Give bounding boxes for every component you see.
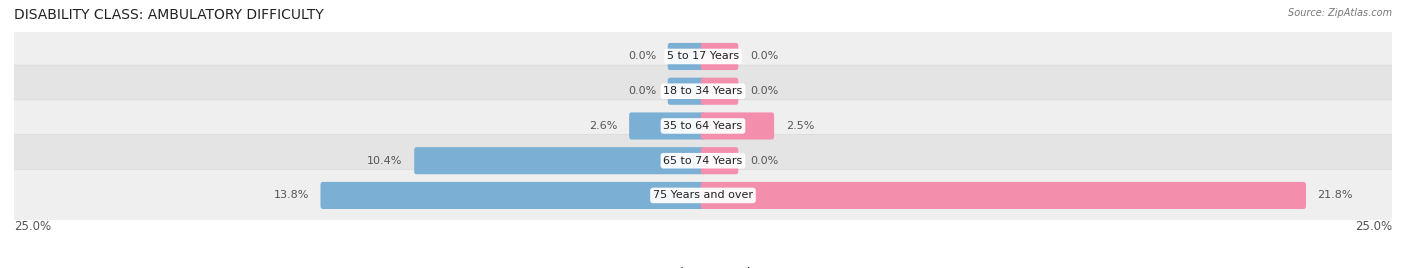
FancyBboxPatch shape [6,135,1400,187]
Text: 2.6%: 2.6% [589,121,617,131]
Text: 10.4%: 10.4% [367,156,402,166]
Text: 65 to 74 Years: 65 to 74 Years [664,156,742,166]
Text: 25.0%: 25.0% [1355,220,1392,233]
FancyBboxPatch shape [6,65,1400,117]
Text: 13.8%: 13.8% [274,191,309,200]
FancyBboxPatch shape [700,112,775,140]
Text: 0.0%: 0.0% [749,86,778,96]
FancyBboxPatch shape [700,78,738,105]
FancyBboxPatch shape [668,43,706,70]
Text: 35 to 64 Years: 35 to 64 Years [664,121,742,131]
Text: 21.8%: 21.8% [1317,191,1353,200]
Text: 0.0%: 0.0% [749,51,778,61]
FancyBboxPatch shape [6,100,1400,152]
Legend: Male, Female: Male, Female [643,263,763,268]
Text: 0.0%: 0.0% [628,86,657,96]
Text: 5 to 17 Years: 5 to 17 Years [666,51,740,61]
Text: 2.5%: 2.5% [786,121,814,131]
FancyBboxPatch shape [321,182,706,209]
Text: Source: ZipAtlas.com: Source: ZipAtlas.com [1288,8,1392,18]
FancyBboxPatch shape [700,182,1306,209]
Text: 18 to 34 Years: 18 to 34 Years [664,86,742,96]
FancyBboxPatch shape [668,78,706,105]
FancyBboxPatch shape [6,169,1400,221]
Text: 75 Years and over: 75 Years and over [652,191,754,200]
Text: 0.0%: 0.0% [749,156,778,166]
FancyBboxPatch shape [628,112,706,140]
FancyBboxPatch shape [6,31,1400,83]
FancyBboxPatch shape [700,147,738,174]
Text: DISABILITY CLASS: AMBULATORY DIFFICULTY: DISABILITY CLASS: AMBULATORY DIFFICULTY [14,8,323,22]
Text: 25.0%: 25.0% [14,220,51,233]
FancyBboxPatch shape [700,43,738,70]
Text: 0.0%: 0.0% [628,51,657,61]
FancyBboxPatch shape [415,147,706,174]
